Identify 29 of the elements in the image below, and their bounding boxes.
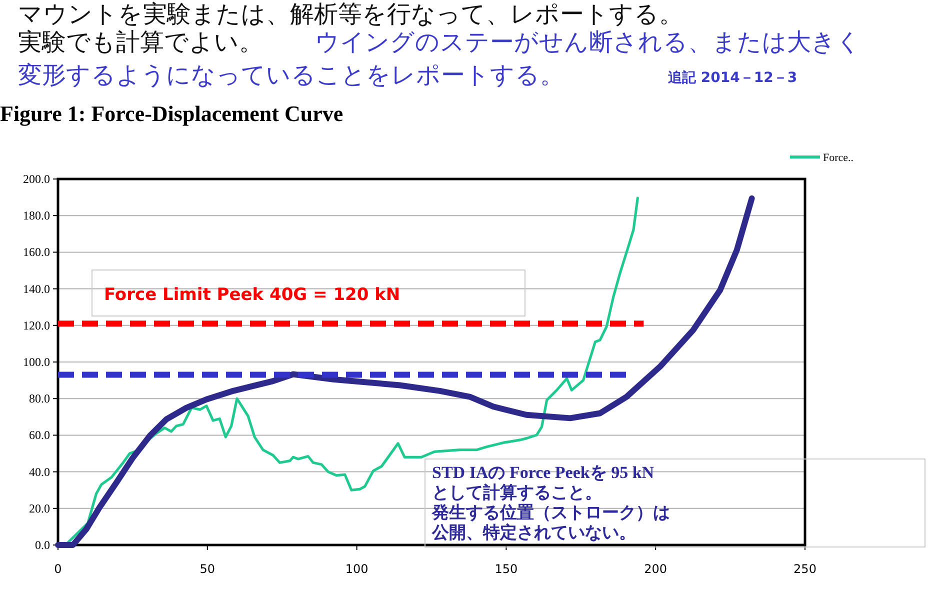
legend-label: Force.. [823,152,854,164]
chart-title: Figure 1: Force-Displacement Curve [0,101,344,126]
y-tick-label: 20.0 [29,501,50,516]
text: 変形するようになっていることをレポートする。 [18,61,564,89]
annotation: Force Limit Peek 40G = 120 kN [104,285,400,305]
y-tick-label: 40.0 [29,464,50,479]
y-tick-label: 200.0 [23,172,50,186]
x-tick-label: 150 [494,562,518,576]
annotation: 公開、特定されていない。 [431,523,636,543]
y-tick-label: 80.0 [29,392,50,406]
x-tick-label: 250 [794,562,816,576]
y-tick-label: 0.0 [35,538,50,552]
text: 実験でも計算でよい。 [18,28,263,56]
y-tick-label: 180.0 [23,208,50,223]
x-tick-label: 0 [54,562,62,576]
y-tick-label: 160.0 [23,245,50,260]
annotation: STD IAの Force Peekを 95 kN [432,463,655,482]
text: マウントを実験または、解析等を行なって、レポートする。 [18,0,683,28]
x-tick-label: 200 [644,562,668,576]
y-tick-label: 120.0 [23,318,50,332]
annotation: として計算すること。 [432,483,602,503]
y-tick-label: 60.0 [29,428,50,442]
text: ウイングのステーがせん断される、または大きく [315,28,861,56]
x-tick-label: 100 [345,562,368,576]
x-tick-label: 50 [200,562,216,576]
annotation: 発生する位置（ストローク）は [431,503,670,523]
y-tick-label: 100.0 [23,355,50,369]
text: 追記 2014－12－3 [667,70,798,86]
y-tick-label: 140.0 [23,282,50,296]
